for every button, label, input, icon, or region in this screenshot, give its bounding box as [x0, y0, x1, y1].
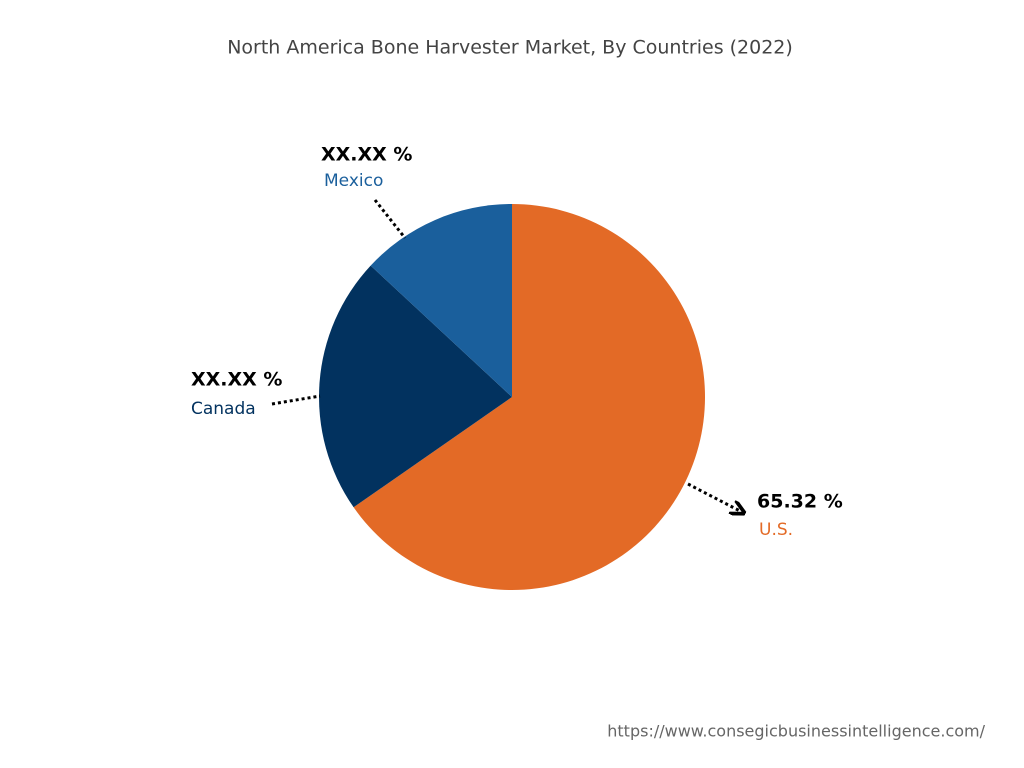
chart-title: North America Bone Harvester Market, By …	[227, 37, 793, 59]
pie-slice	[319, 265, 512, 508]
data-label: 65.32 %	[757, 491, 843, 513]
leader-line	[687, 482, 740, 511]
category-label: Canada	[191, 399, 256, 419]
data-label: XX.XX %	[321, 144, 412, 166]
category-label: U.S.	[759, 520, 793, 540]
leader-line	[271, 394, 321, 406]
category-label: Mexico	[324, 171, 383, 191]
pie-slice	[353, 204, 705, 590]
leader-line	[373, 199, 407, 239]
data-label: XX.XX %	[191, 369, 282, 391]
pie-slice	[370, 204, 512, 397]
source-url: https://www.consegicbusinessintelligence…	[607, 722, 985, 741]
